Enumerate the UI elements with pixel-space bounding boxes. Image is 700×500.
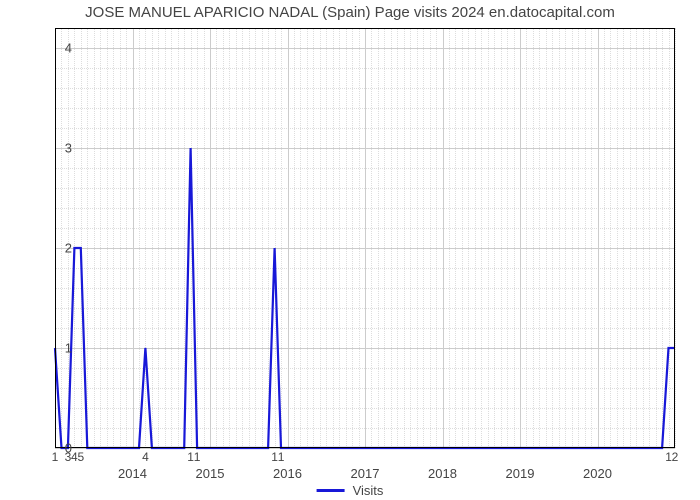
point-label: 1: [194, 450, 201, 464]
point-label: 5: [77, 450, 84, 464]
x-tick-label: 2020: [583, 466, 612, 481]
y-tick-label: 3: [52, 141, 72, 156]
legend-swatch: [317, 489, 345, 492]
point-label: 1: [52, 450, 59, 464]
x-tick-label: 2016: [273, 466, 302, 481]
line-series: [55, 28, 675, 448]
point-label: 2: [672, 450, 679, 464]
point-label: 4: [142, 450, 149, 464]
chart-title: JOSE MANUEL APARICIO NADAL (Spain) Page …: [0, 4, 700, 21]
x-tick-label: 2017: [351, 466, 380, 481]
plot-area: [55, 28, 675, 448]
y-tick-label: 2: [52, 241, 72, 256]
legend-label: Visits: [353, 483, 384, 498]
legend: Visits: [317, 483, 384, 498]
x-tick-label: 2019: [506, 466, 535, 481]
chart-container: JOSE MANUEL APARICIO NADAL (Spain) Page …: [0, 0, 700, 500]
x-tick-label: 2015: [196, 466, 225, 481]
y-tick-label: 1: [52, 341, 72, 356]
x-tick-label: 2014: [118, 466, 147, 481]
x-tick-label: 2018: [428, 466, 457, 481]
y-tick-label: 4: [52, 41, 72, 56]
point-label: 1: [278, 450, 285, 464]
